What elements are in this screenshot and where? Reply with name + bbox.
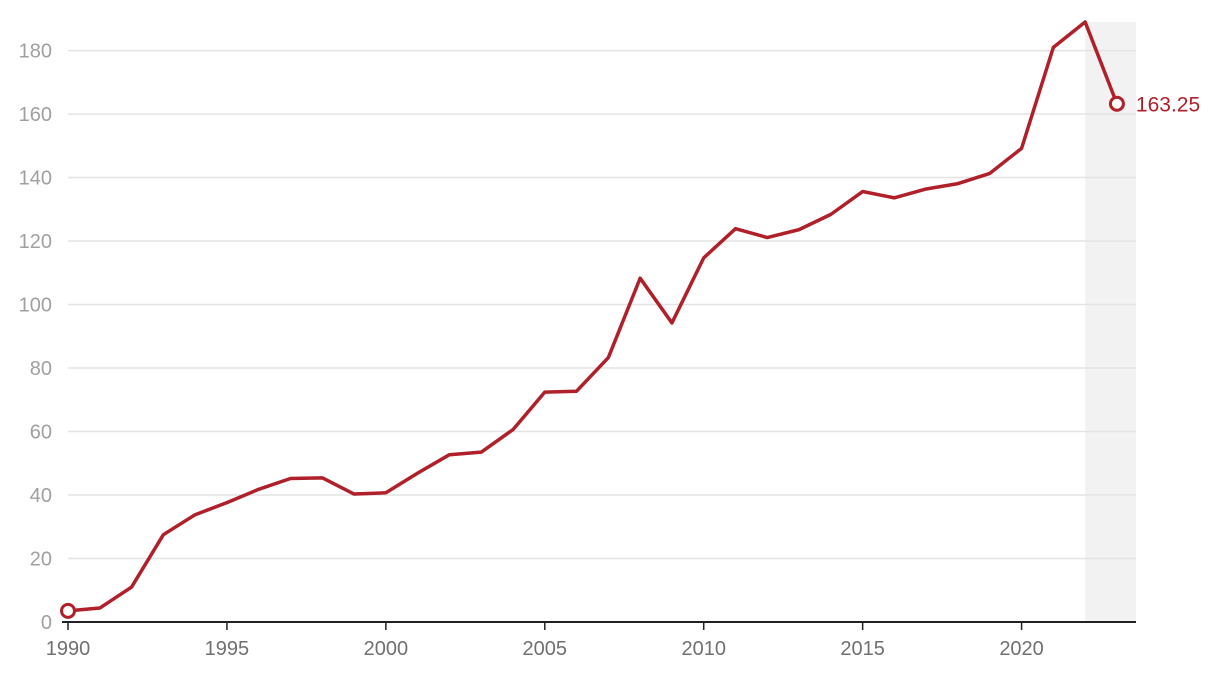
y-tick-label: 40: [30, 485, 52, 507]
x-tick-label: 2020: [999, 638, 1044, 660]
x-tick-label: 2000: [364, 638, 409, 660]
y-tick-label: 60: [30, 422, 52, 444]
series-line: [66, 20, 1119, 613]
x-tick-label: 1990: [46, 638, 91, 660]
y-tick-label: 180: [19, 41, 52, 63]
data-points: [68, 22, 1117, 611]
y-axis-tick-labels: 0 20 40 60 80 100 120 140 160 180: [19, 41, 52, 634]
start-marker: [60, 602, 76, 619]
x-axis-ticks: 1990 1995 2000 2005 2010 2015 2020: [46, 622, 1044, 660]
y-tick-label: 80: [30, 358, 52, 380]
y-tick-label: 20: [30, 549, 52, 571]
y-tick-label: 100: [19, 295, 52, 317]
y-tick-label: 140: [19, 168, 52, 190]
highlight-band: [1085, 22, 1136, 622]
y-tick-label: 0: [41, 612, 52, 634]
end-marker: [1108, 95, 1125, 112]
x-tick-label: 2015: [840, 638, 885, 660]
x-tick-label: 2010: [681, 638, 726, 660]
y-tick-label: 160: [19, 104, 52, 126]
gridlines: [68, 49, 1136, 560]
x-tick-label: 1995: [205, 638, 250, 660]
x-tick-label: 2005: [523, 638, 568, 660]
end-value-label: 163.25: [1136, 94, 1200, 117]
y-tick-label: 120: [19, 231, 52, 253]
